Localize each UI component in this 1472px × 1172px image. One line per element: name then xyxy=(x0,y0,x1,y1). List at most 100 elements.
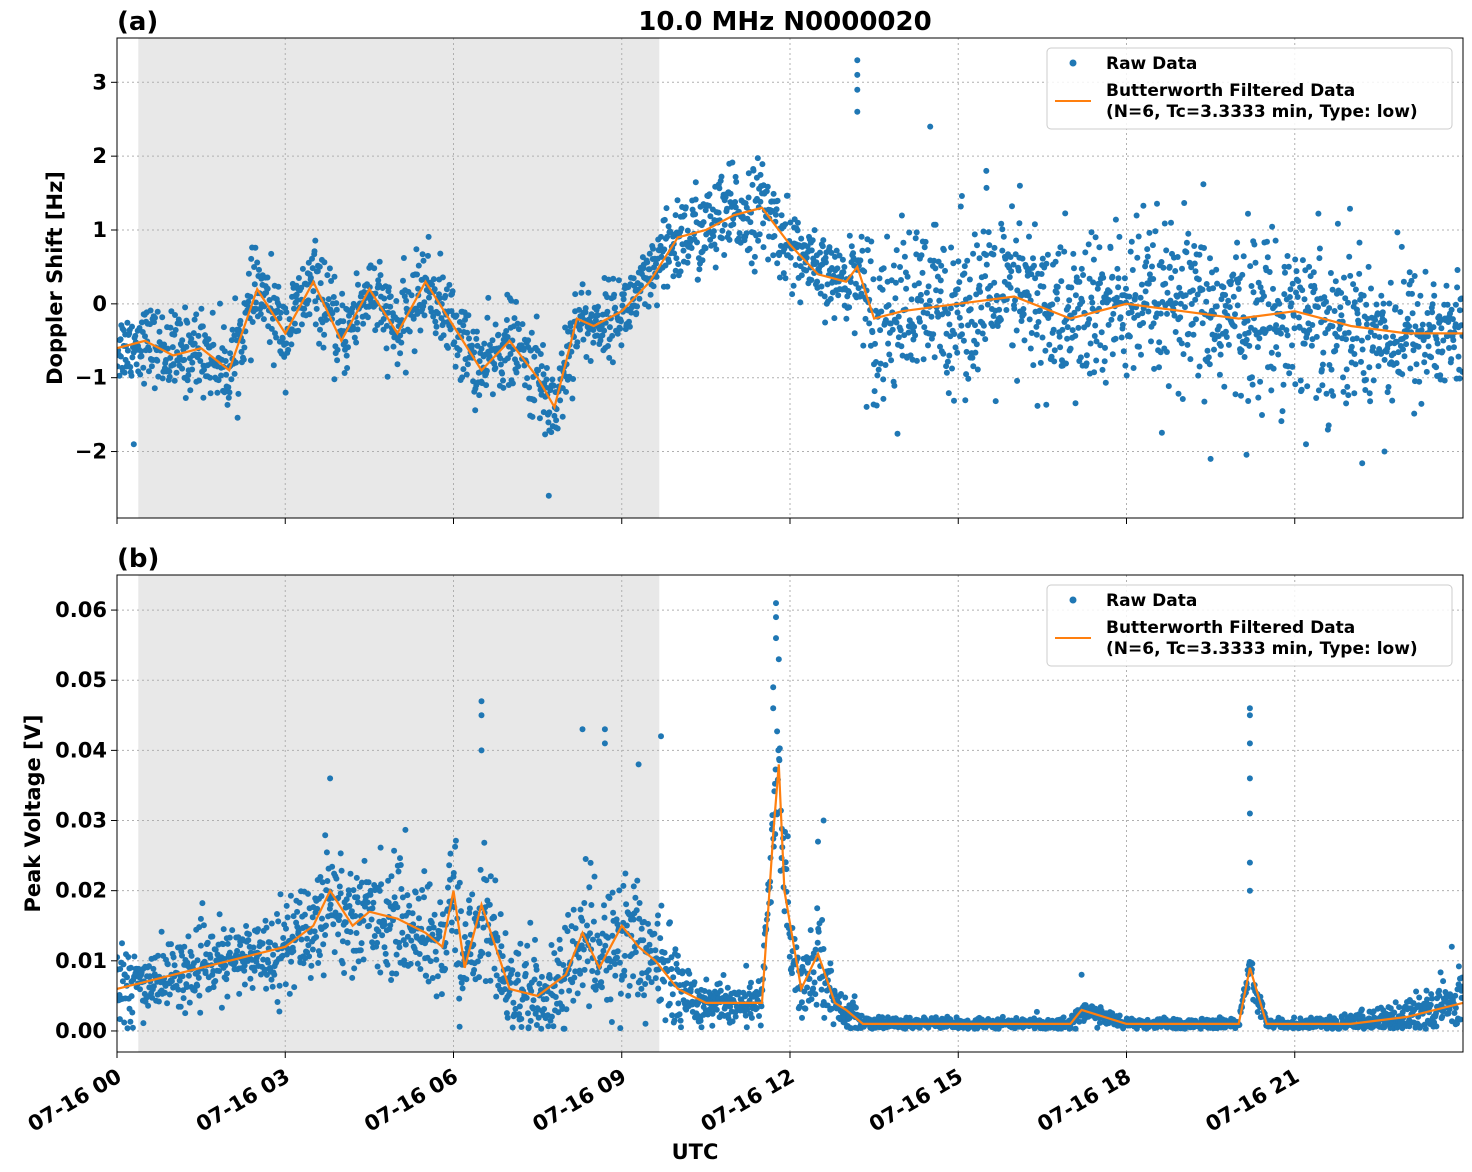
raw-data-point xyxy=(146,347,153,354)
raw-data-point xyxy=(311,928,318,935)
raw-data-point xyxy=(1392,304,1399,311)
raw-data-point xyxy=(732,199,739,205)
raw-data-point xyxy=(332,909,339,916)
raw-data-point xyxy=(662,1017,669,1024)
raw-data-point xyxy=(485,951,492,958)
raw-data-point xyxy=(1222,292,1229,298)
raw-data-point xyxy=(358,879,365,886)
raw-data-point xyxy=(885,302,892,309)
raw-data-point xyxy=(1398,243,1405,250)
raw-data-point xyxy=(516,1011,523,1018)
raw-data-point xyxy=(601,902,607,909)
raw-data-point xyxy=(908,296,915,303)
raw-data-point xyxy=(399,929,406,936)
raw-data-point xyxy=(1239,271,1246,278)
raw-data-point xyxy=(1057,344,1064,351)
raw-data-point xyxy=(216,911,223,918)
raw-data-point xyxy=(1028,271,1035,278)
raw-data-point xyxy=(1091,369,1098,376)
raw-data-point xyxy=(161,989,168,996)
filtered-data-line xyxy=(117,206,1463,411)
raw-data-point xyxy=(466,897,472,904)
raw-data-point xyxy=(999,226,1006,233)
raw-data-point xyxy=(1295,278,1302,284)
raw-data-point xyxy=(423,275,430,282)
raw-data-point xyxy=(1157,310,1164,317)
raw-data-point xyxy=(152,314,158,321)
raw-data-point xyxy=(1115,275,1122,282)
raw-data-point xyxy=(609,889,616,896)
raw-data-point xyxy=(353,339,360,346)
raw-data-point xyxy=(175,986,182,993)
raw-data-point xyxy=(698,1024,705,1031)
raw-data-point xyxy=(879,286,886,293)
raw-data-point xyxy=(523,960,529,967)
raw-data-point xyxy=(1408,277,1415,284)
raw-data-point xyxy=(1232,391,1239,398)
raw-data-point xyxy=(540,342,546,348)
raw-data-point xyxy=(1413,361,1420,368)
raw-data-point xyxy=(1192,268,1199,275)
raw-data-point xyxy=(1203,281,1210,287)
raw-data-point xyxy=(435,310,441,317)
raw-data-point xyxy=(606,895,613,901)
raw-data-point xyxy=(247,975,254,982)
raw-data-point xyxy=(1038,271,1045,277)
raw-data-point xyxy=(710,233,717,240)
raw-data-point xyxy=(313,305,320,312)
raw-data-point xyxy=(808,996,815,1003)
raw-data-point xyxy=(425,978,432,985)
raw-data-point xyxy=(1404,315,1411,322)
raw-data-point xyxy=(804,984,811,991)
raw-data-point xyxy=(1454,267,1461,273)
raw-data-point xyxy=(548,429,555,436)
raw-data-point xyxy=(179,337,186,344)
raw-data-point xyxy=(758,1003,765,1010)
raw-data-point xyxy=(1289,342,1295,349)
raw-data-point xyxy=(497,355,504,362)
raw-data-point xyxy=(938,262,945,269)
raw-data-point xyxy=(893,247,900,254)
raw-data-point xyxy=(121,369,128,376)
raw-data-point xyxy=(588,902,595,908)
raw-data-point xyxy=(1321,294,1328,301)
raw-data-point xyxy=(594,312,601,319)
raw-data-point xyxy=(642,981,649,987)
raw-data-point xyxy=(1099,366,1106,373)
raw-data-point xyxy=(1257,284,1264,291)
raw-data-point xyxy=(587,358,594,364)
raw-data-point xyxy=(473,335,480,342)
raw-data-point xyxy=(668,966,675,972)
raw-data-point xyxy=(1231,323,1238,330)
raw-data-point xyxy=(954,286,961,293)
raw-data-point xyxy=(547,975,553,982)
raw-data-point xyxy=(1026,316,1033,323)
raw-data-point xyxy=(773,206,780,213)
raw-data-point xyxy=(954,349,961,356)
raw-data-point xyxy=(978,304,985,311)
raw-data-point xyxy=(371,265,378,272)
raw-data-point xyxy=(1255,279,1262,286)
raw-data-point xyxy=(900,239,907,246)
raw-data-point xyxy=(562,324,569,331)
raw-data-point xyxy=(312,321,319,328)
raw-data-point xyxy=(582,856,589,862)
raw-data-point xyxy=(1309,322,1316,328)
raw-data-point xyxy=(383,322,390,329)
raw-data-point xyxy=(895,313,902,320)
raw-data-point xyxy=(251,967,258,974)
raw-data-point xyxy=(681,212,688,219)
raw-data-point xyxy=(610,275,617,282)
raw-data-point xyxy=(364,899,371,906)
raw-data-point xyxy=(799,1014,805,1021)
raw-data-point xyxy=(355,958,362,965)
raw-data-point xyxy=(850,250,857,257)
raw-data-point xyxy=(509,380,516,387)
raw-data-point xyxy=(438,991,445,998)
raw-data-point xyxy=(381,295,388,302)
raw-data-point xyxy=(746,984,753,991)
raw-data-point xyxy=(495,331,502,338)
raw-data-point xyxy=(1230,293,1237,300)
raw-data-point xyxy=(1010,261,1017,268)
raw-data-point xyxy=(830,1021,837,1028)
